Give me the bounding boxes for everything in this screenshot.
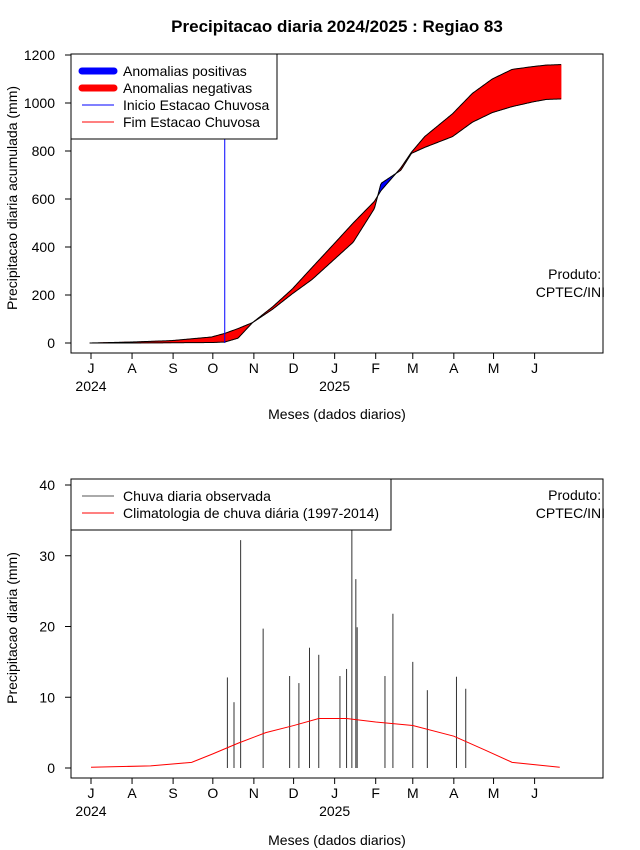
legend-label-anomalias-positivas: Anomalias positivas — [123, 63, 247, 79]
x-tick-label: J — [88, 785, 95, 801]
year-label: 2024 — [75, 378, 106, 394]
y-tick-label: 30 — [39, 548, 55, 564]
y-tick-label: 40 — [39, 477, 55, 493]
climatology-cumulative-line — [89, 64, 562, 344]
top-product-note-line-1: Produto: — [548, 266, 601, 282]
x-tick-label: M — [488, 785, 500, 801]
bottom-legend: Chuva diaria observada Climatologia de c… — [70, 478, 392, 531]
x-tick-label: A — [127, 785, 137, 801]
x-tick-label: N — [249, 785, 259, 801]
top-legend: Anomalias positivas Anomalias negativas … — [70, 53, 278, 140]
x-tick-label: S — [168, 785, 177, 801]
chart-title: Precipitacao diaria 2024/2025 : Regiao 8… — [171, 17, 503, 36]
daily-rain-bars-layer — [226, 520, 467, 768]
top-x-axis: J A S O N D J F M A M J 2024 2025 — [75, 352, 538, 394]
year-label: 2024 — [75, 803, 106, 819]
observed-cumulative-line — [89, 98, 562, 344]
top-y-axis: 0 200 400 600 800 1000 1200 — [24, 47, 72, 351]
legend-label-anomalias-negativas: Anomalias negativas — [123, 80, 252, 96]
legend-label-fim-estacao: Fim Estacao Chuvosa — [123, 114, 260, 130]
top-product-note: Produto: CPTEC/INI — [536, 266, 605, 300]
x-tick-label: D — [289, 360, 299, 376]
y-tick-label: 600 — [32, 191, 56, 207]
legend-label-climatologia: Climatologia de chuva diária (1997-2014) — [123, 505, 379, 521]
y-tick-label: 1000 — [24, 95, 55, 111]
daily-climatology-layer — [90, 717, 560, 768]
y-tick-label: 0 — [47, 760, 55, 776]
x-tick-label: N — [249, 360, 259, 376]
bottom-x-axis-label: Meses (dados diarios) — [268, 832, 406, 848]
bottom-x-axis: J A S O N D J F M A M J 2024 2025 — [75, 777, 538, 819]
x-tick-label: A — [449, 785, 459, 801]
x-tick-label: J — [331, 360, 338, 376]
x-tick-label: J — [331, 785, 338, 801]
cumulative-lines-layer — [89, 64, 562, 344]
top-x-axis-label: Meses (dados diarios) — [268, 406, 406, 422]
legend-label-inicio-estacao: Inicio Estacao Chuvosa — [123, 97, 270, 113]
x-tick-label: F — [371, 360, 380, 376]
top-product-note-line-2: CPTEC/INI — [536, 284, 605, 300]
year-label: 2025 — [319, 378, 350, 394]
y-tick-label: 0 — [47, 335, 55, 351]
bottom-legend-box — [70, 478, 392, 531]
x-tick-label: J — [531, 785, 538, 801]
y-tick-label: 10 — [39, 689, 55, 705]
x-tick-label: M — [407, 360, 419, 376]
x-tick-label: J — [88, 360, 95, 376]
x-tick-label: O — [207, 785, 218, 801]
x-tick-label: M — [407, 785, 419, 801]
legend-label-chuva-observada: Chuva diaria observada — [123, 488, 271, 504]
y-tick-label: 400 — [32, 239, 56, 255]
x-tick-label: O — [207, 360, 218, 376]
x-tick-label: J — [531, 360, 538, 376]
x-tick-label: S — [168, 360, 177, 376]
x-tick-label: A — [449, 360, 459, 376]
x-tick-label: D — [289, 785, 299, 801]
y-tick-label: 800 — [32, 143, 56, 159]
year-label: 2025 — [319, 803, 350, 819]
climatology-daily-line — [90, 717, 560, 768]
bottom-product-note: Produto: CPTEC/INI — [536, 487, 605, 521]
top-y-axis-label: Precipitacao diaria acumulada (mm) — [4, 86, 20, 310]
bottom-y-axis: 0 10 20 30 40 — [39, 477, 72, 776]
bottom-product-note-line-2: CPTEC/INI — [536, 505, 605, 521]
x-tick-label: A — [127, 360, 137, 376]
x-tick-label: F — [371, 785, 380, 801]
y-tick-label: 1200 — [24, 47, 55, 63]
y-tick-label: 20 — [39, 619, 55, 635]
y-tick-label: 200 — [32, 287, 56, 303]
bottom-product-note-line-1: Produto: — [548, 487, 601, 503]
x-tick-label: M — [488, 360, 500, 376]
bottom-y-axis-label: Precipitacao diaria (mm) — [4, 552, 20, 704]
